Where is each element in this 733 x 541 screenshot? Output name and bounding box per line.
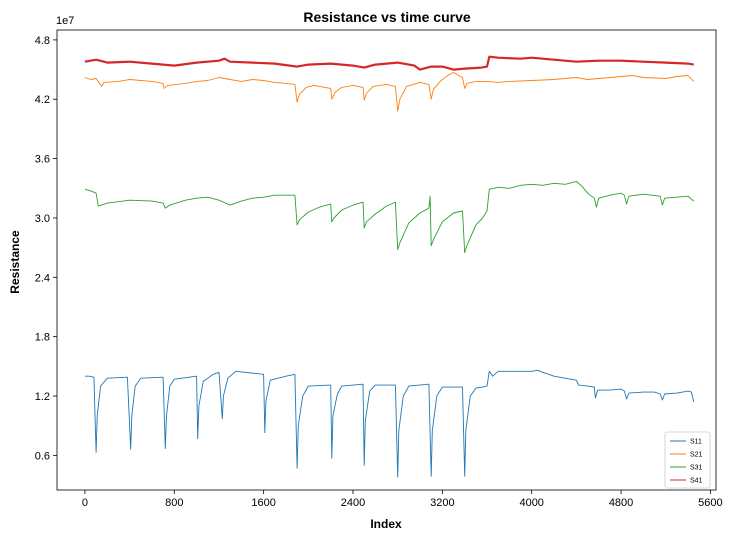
y-tick-label: 1.2 — [35, 391, 50, 403]
y-tick-label: 1.8 — [35, 332, 50, 344]
series-line-s31 — [84, 180, 694, 254]
y-axis-label: Resistance — [8, 230, 22, 294]
x-tick-label: 5600 — [698, 497, 722, 509]
legend-label-s21: S21 — [690, 452, 703, 459]
legend-label-s31: S31 — [690, 465, 703, 472]
y-tick-label: 3.0 — [35, 213, 50, 225]
x-axis-label: Index — [370, 517, 402, 531]
x-axis: 0 800 1600 2400 3200 4000 4800 5600 — [82, 490, 723, 509]
series-layer — [84, 55, 695, 478]
x-tick-label: 4800 — [609, 497, 633, 509]
legend-label-s11: S11 — [690, 439, 702, 446]
series-line-s41 — [84, 55, 694, 71]
y-tick-label: 3.6 — [35, 154, 50, 166]
x-tick-label: 1600 — [251, 497, 275, 509]
legend: S11 S21 S31 S41 — [664, 431, 711, 489]
x-tick-label: 0 — [82, 497, 88, 509]
y-tick-label: 2.4 — [35, 272, 50, 284]
y-tick-label: 4.2 — [35, 94, 50, 106]
y-tick-label: 0.6 — [35, 450, 50, 462]
y-tick-label: 4.8 — [35, 35, 50, 47]
x-tick-label: 4000 — [519, 497, 543, 509]
legend-label-s41: S41 — [690, 478, 703, 485]
plot-frame — [56, 29, 717, 491]
series-line-s11 — [84, 369, 695, 478]
y-axis: 0.6 1.2 1.8 2.4 3.0 3.6 4.2 4.8 — [35, 35, 57, 462]
y-offset-label: 1e7 — [56, 15, 74, 27]
series-line-s21 — [84, 72, 695, 112]
plot-area: 0 800 1600 2400 3200 4000 4800 5600 0.6 1.2 1.8 2.… — [35, 29, 723, 509]
chart-title: Resistance vs time curve — [303, 9, 471, 25]
x-tick-label: 2400 — [341, 497, 365, 509]
x-tick-label: 3200 — [430, 497, 454, 509]
legend-frame — [664, 431, 711, 489]
x-tick-label: 800 — [165, 497, 183, 509]
